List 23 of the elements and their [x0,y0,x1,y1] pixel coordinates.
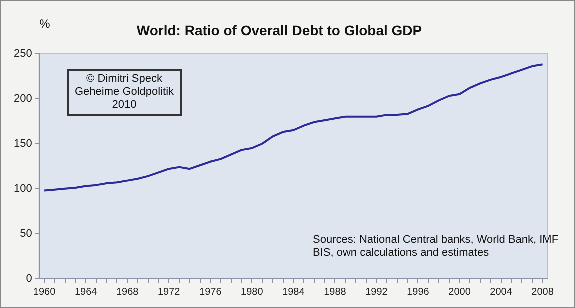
y-tick-label: 50 [20,228,32,240]
x-tick-label: 2008 [532,286,554,298]
x-tick-label: 1980 [241,286,264,298]
x-tick-label: 1960 [33,286,56,298]
y-axis-title: % [40,17,51,31]
x-tick-label: 2000 [448,286,472,298]
x-tick-label: 1988 [324,286,347,298]
y-tick-label: 250 [14,48,32,60]
x-tick-label: 1976 [200,286,222,298]
x-tick-label: 1996 [407,286,430,298]
x-tick-label: 2004 [490,286,513,298]
y-tick-label: 200 [14,92,32,105]
x-tick-label: 1992 [366,286,388,298]
y-tick-label: 0 [26,273,32,286]
y-tick-label: 150 [14,138,32,150]
chart-title: World: Ratio of Overall Debt to Global GDP [136,22,422,38]
x-tick-label: 1972 [158,286,181,298]
x-tick-label: 1984 [282,286,306,298]
y-tick-label: 100 [14,182,32,195]
x-tick-label: 1964 [74,286,98,298]
annotation: © Dimitri Speck Geheime Goldpolitik 2010 [67,69,182,116]
x-tick-label: 1968 [116,286,140,298]
annotation: Sources: National Central banks, World Bank, IMF BIS, own calculations and estimates [313,234,559,260]
